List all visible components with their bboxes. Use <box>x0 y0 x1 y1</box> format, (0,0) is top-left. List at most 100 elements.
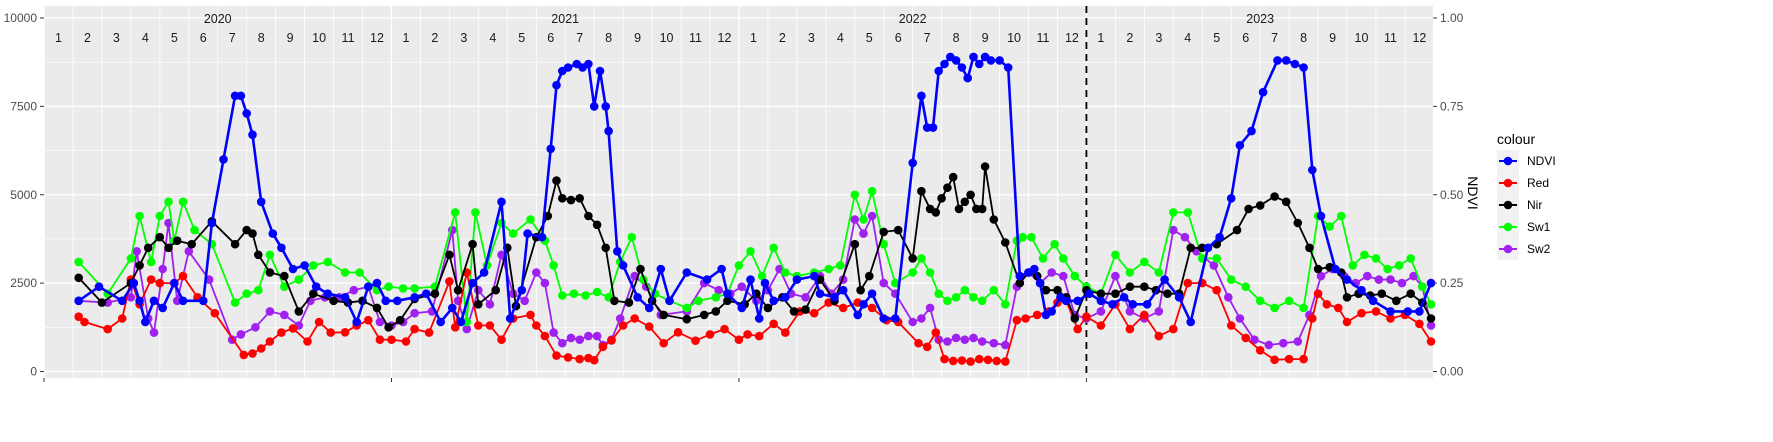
data-point <box>178 271 188 281</box>
y2-tick-label: 0.00 <box>1440 365 1464 379</box>
data-point <box>575 354 584 364</box>
month-label: 1 <box>402 31 409 45</box>
data-point <box>908 254 917 263</box>
data-point <box>135 261 144 270</box>
data-point <box>983 355 993 365</box>
data-point <box>859 215 868 224</box>
data-point <box>957 63 967 72</box>
data-point <box>1281 197 1291 207</box>
data-point <box>248 130 257 139</box>
month-label: 8 <box>1300 31 1307 45</box>
data-point <box>1209 261 1219 270</box>
data-point <box>207 218 217 228</box>
data-point <box>1357 308 1366 318</box>
data-point <box>1169 324 1178 334</box>
data-point <box>943 183 952 192</box>
data-point <box>734 335 744 345</box>
data-point <box>1154 331 1164 341</box>
data-point <box>859 229 868 238</box>
data-point <box>1041 285 1051 295</box>
data-point <box>1169 225 1178 235</box>
data-point <box>879 314 888 323</box>
data-point <box>824 264 833 274</box>
data-point <box>850 215 860 224</box>
data-point <box>155 211 165 221</box>
month-label: 1 <box>1097 31 1104 45</box>
data-point <box>975 354 984 364</box>
month-label: 4 <box>837 31 844 45</box>
data-point <box>323 257 333 267</box>
data-point <box>471 208 480 217</box>
data-point <box>540 331 550 341</box>
data-point <box>618 261 628 270</box>
data-point <box>1032 310 1042 320</box>
month-label: 3 <box>1155 31 1162 45</box>
data-point <box>948 356 958 366</box>
data-point <box>532 321 541 330</box>
data-point <box>781 293 790 302</box>
data-point <box>384 323 393 332</box>
data-point <box>288 264 298 274</box>
data-point <box>1047 307 1056 316</box>
data-point <box>1012 315 1022 325</box>
legend-key-dot <box>1503 222 1513 232</box>
data-point <box>1154 268 1164 277</box>
data-point <box>424 328 434 337</box>
data-point <box>1174 293 1184 302</box>
data-point <box>682 268 692 277</box>
data-point <box>659 310 668 320</box>
data-point <box>627 232 637 242</box>
data-point <box>859 300 868 309</box>
year-label: 2022 <box>899 12 927 26</box>
data-point <box>117 296 127 306</box>
data-point <box>563 353 573 362</box>
data-point <box>552 80 561 90</box>
data-point <box>1255 346 1265 355</box>
month-label: 4 <box>1184 31 1191 45</box>
data-point <box>265 268 275 277</box>
data-point <box>1241 282 1250 292</box>
data-point <box>613 247 622 256</box>
data-point <box>1244 204 1253 214</box>
data-point <box>1061 296 1071 306</box>
data-point <box>714 285 723 295</box>
data-point <box>149 296 159 306</box>
data-point <box>265 307 275 316</box>
data-point <box>164 197 173 207</box>
data-point <box>401 337 411 346</box>
legend-key-dot <box>1503 178 1513 188</box>
series-layer <box>74 52 1436 366</box>
data-point <box>1377 289 1387 299</box>
data-point <box>1070 271 1080 281</box>
data-point <box>1111 250 1120 260</box>
month-label: 2 <box>431 31 438 45</box>
data-point <box>723 289 732 299</box>
data-point <box>980 162 990 171</box>
data-point <box>497 250 506 260</box>
data-point <box>309 261 318 270</box>
data-point <box>917 314 926 323</box>
data-point <box>170 278 179 288</box>
data-point <box>1001 238 1010 247</box>
data-point <box>549 328 558 337</box>
data-point <box>1140 310 1149 320</box>
data-point <box>326 328 336 337</box>
data-point <box>1383 264 1392 274</box>
data-point <box>146 275 156 284</box>
data-point <box>453 285 463 295</box>
legend-label: Sw1 <box>1527 220 1551 234</box>
data-point <box>1371 254 1381 263</box>
month-label: 1 <box>55 31 62 45</box>
data-point <box>1050 239 1059 249</box>
data-point <box>830 293 839 302</box>
data-point <box>1308 165 1317 175</box>
data-point <box>94 282 104 292</box>
data-point <box>355 268 364 277</box>
data-point <box>1426 300 1436 309</box>
data-point <box>1212 285 1221 295</box>
month-label: 9 <box>287 31 294 45</box>
data-point <box>242 289 251 299</box>
data-point <box>1001 300 1010 309</box>
data-point <box>656 264 666 274</box>
data-point <box>410 293 419 302</box>
